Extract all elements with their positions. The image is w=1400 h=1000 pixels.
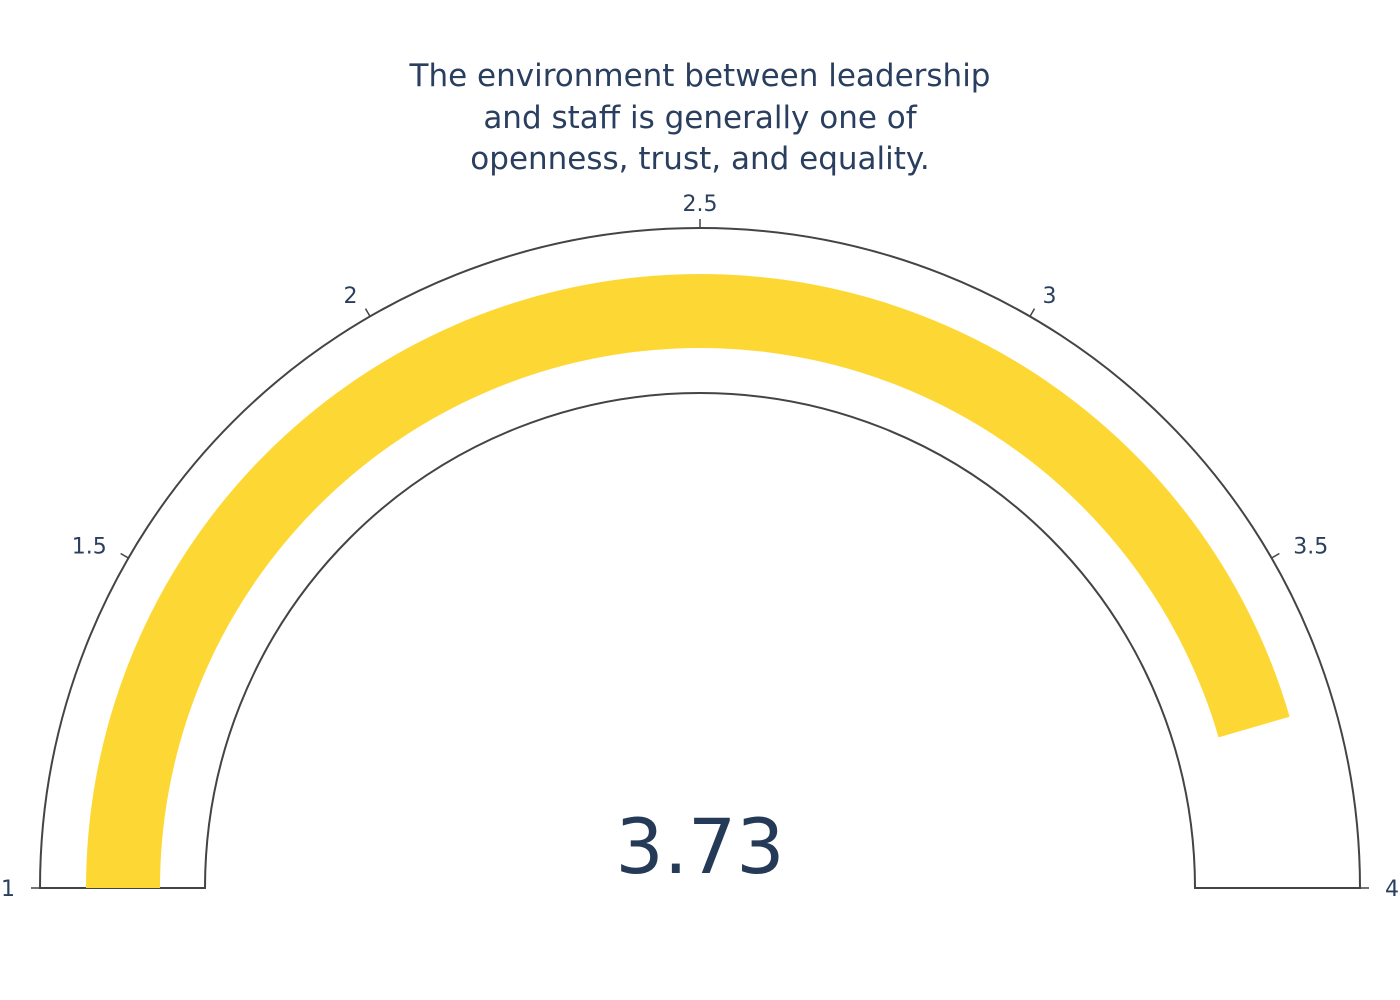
gauge-tick-mark	[1029, 308, 1036, 317]
gauge-tick-mark	[120, 552, 129, 559]
gauge-tick-label: 4	[1385, 877, 1399, 902]
gauge-tick-label: 2	[344, 284, 358, 309]
gauge-value-label: 3.73	[615, 802, 784, 891]
chart-title-line-3: openness, trust, and equality.	[470, 141, 929, 177]
gauge-tick-label: 2.5	[683, 192, 718, 217]
chart-title-line-2: and staff is generally one of	[483, 100, 917, 136]
chart-title: The environment between leadership and s…	[409, 58, 991, 177]
gauge-tick-label: 3.5	[1293, 535, 1328, 560]
gauge-tick-label: 1	[1, 877, 15, 902]
gauge-tick-label: 3	[1043, 284, 1057, 309]
gauge-ticks: 1 1.5 2 2.5 3 3.5 4	[1, 192, 1399, 902]
gauge-tick-mark	[1271, 552, 1280, 559]
chart-title-line-1: The environment between leadership	[409, 58, 991, 94]
gauge-value-bar	[86, 274, 1290, 888]
gauge-tick-label: 1.5	[72, 535, 107, 560]
gauge-tick-mark	[364, 308, 371, 317]
gauge-outline	[38, 227, 1362, 889]
